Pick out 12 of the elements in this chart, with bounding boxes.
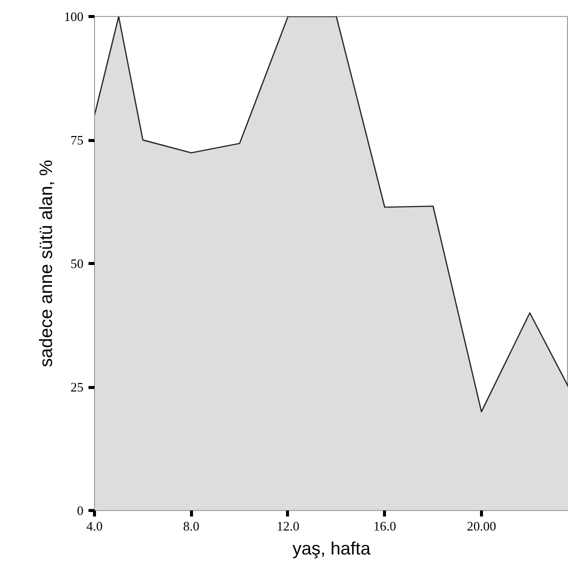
y-tick-label: 25 [70,380,84,394]
x-axis-title: yaş, hafta [292,538,372,558]
x-tick-label: 16.0 [373,518,396,534]
y-tick-label: 100 [64,9,84,24]
y-tick-label: 50 [70,256,84,271]
x-tick-label: 20.00 [466,518,496,534]
y-tick-label: 0 [77,503,84,518]
x-tick-label: 12.0 [276,518,300,534]
y-tick-label: 75 [70,132,84,148]
x-tick-label: 4.0 [86,518,103,534]
x-tick-label: 8.0 [183,518,200,534]
y-axis-title: sadece anne sütü alan, % [36,160,56,368]
